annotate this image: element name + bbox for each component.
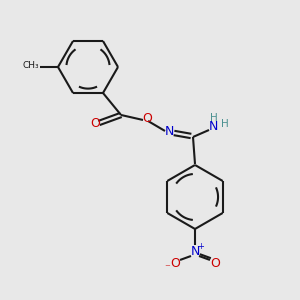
Text: +: +: [198, 242, 204, 251]
Text: N: N: [208, 121, 218, 134]
Text: O: O: [170, 257, 180, 271]
Text: H: H: [221, 119, 229, 129]
Text: O: O: [142, 112, 152, 125]
Text: N: N: [164, 125, 174, 139]
Text: H: H: [210, 113, 218, 123]
Text: N: N: [190, 245, 200, 259]
Text: ⁻: ⁻: [164, 263, 170, 273]
Text: O: O: [90, 118, 100, 130]
Text: CH₃: CH₃: [22, 61, 39, 70]
Text: O: O: [210, 257, 220, 271]
